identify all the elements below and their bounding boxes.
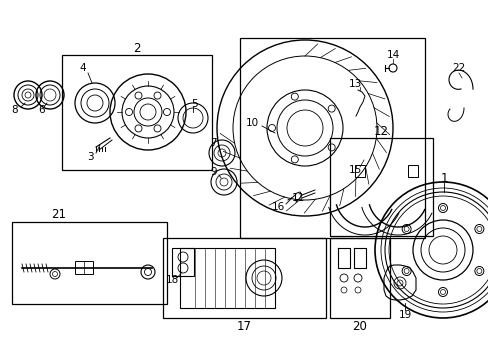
- Bar: [180, 248, 274, 308]
- Text: 19: 19: [398, 310, 411, 320]
- Text: 17: 17: [236, 320, 251, 333]
- Bar: [329, 238, 389, 318]
- Text: 20: 20: [352, 320, 366, 333]
- Text: 7: 7: [209, 138, 216, 148]
- Text: 11: 11: [291, 193, 304, 203]
- Text: 13: 13: [347, 79, 361, 89]
- Bar: [172, 248, 194, 276]
- Bar: [240, 38, 424, 238]
- Text: 22: 22: [451, 63, 465, 73]
- Text: 8: 8: [12, 105, 18, 115]
- Text: 4: 4: [80, 63, 86, 73]
- Bar: [75, 261, 93, 274]
- Bar: [62, 55, 212, 170]
- Text: 10: 10: [245, 118, 258, 128]
- Bar: [407, 165, 417, 177]
- Text: 21: 21: [51, 207, 66, 220]
- Text: 12: 12: [373, 125, 387, 138]
- Bar: [163, 238, 325, 318]
- Text: 18: 18: [165, 275, 178, 285]
- Text: 6: 6: [39, 105, 45, 115]
- Bar: [354, 165, 364, 177]
- Bar: [12, 222, 167, 304]
- Bar: [329, 138, 432, 236]
- Text: 16: 16: [271, 202, 284, 212]
- Text: 2: 2: [133, 41, 141, 54]
- Text: 1: 1: [439, 171, 447, 185]
- Text: 3: 3: [86, 152, 93, 162]
- Text: 5: 5: [191, 99, 198, 109]
- Text: 9: 9: [210, 167, 217, 177]
- Text: 14: 14: [386, 50, 399, 60]
- Text: 15: 15: [347, 165, 361, 175]
